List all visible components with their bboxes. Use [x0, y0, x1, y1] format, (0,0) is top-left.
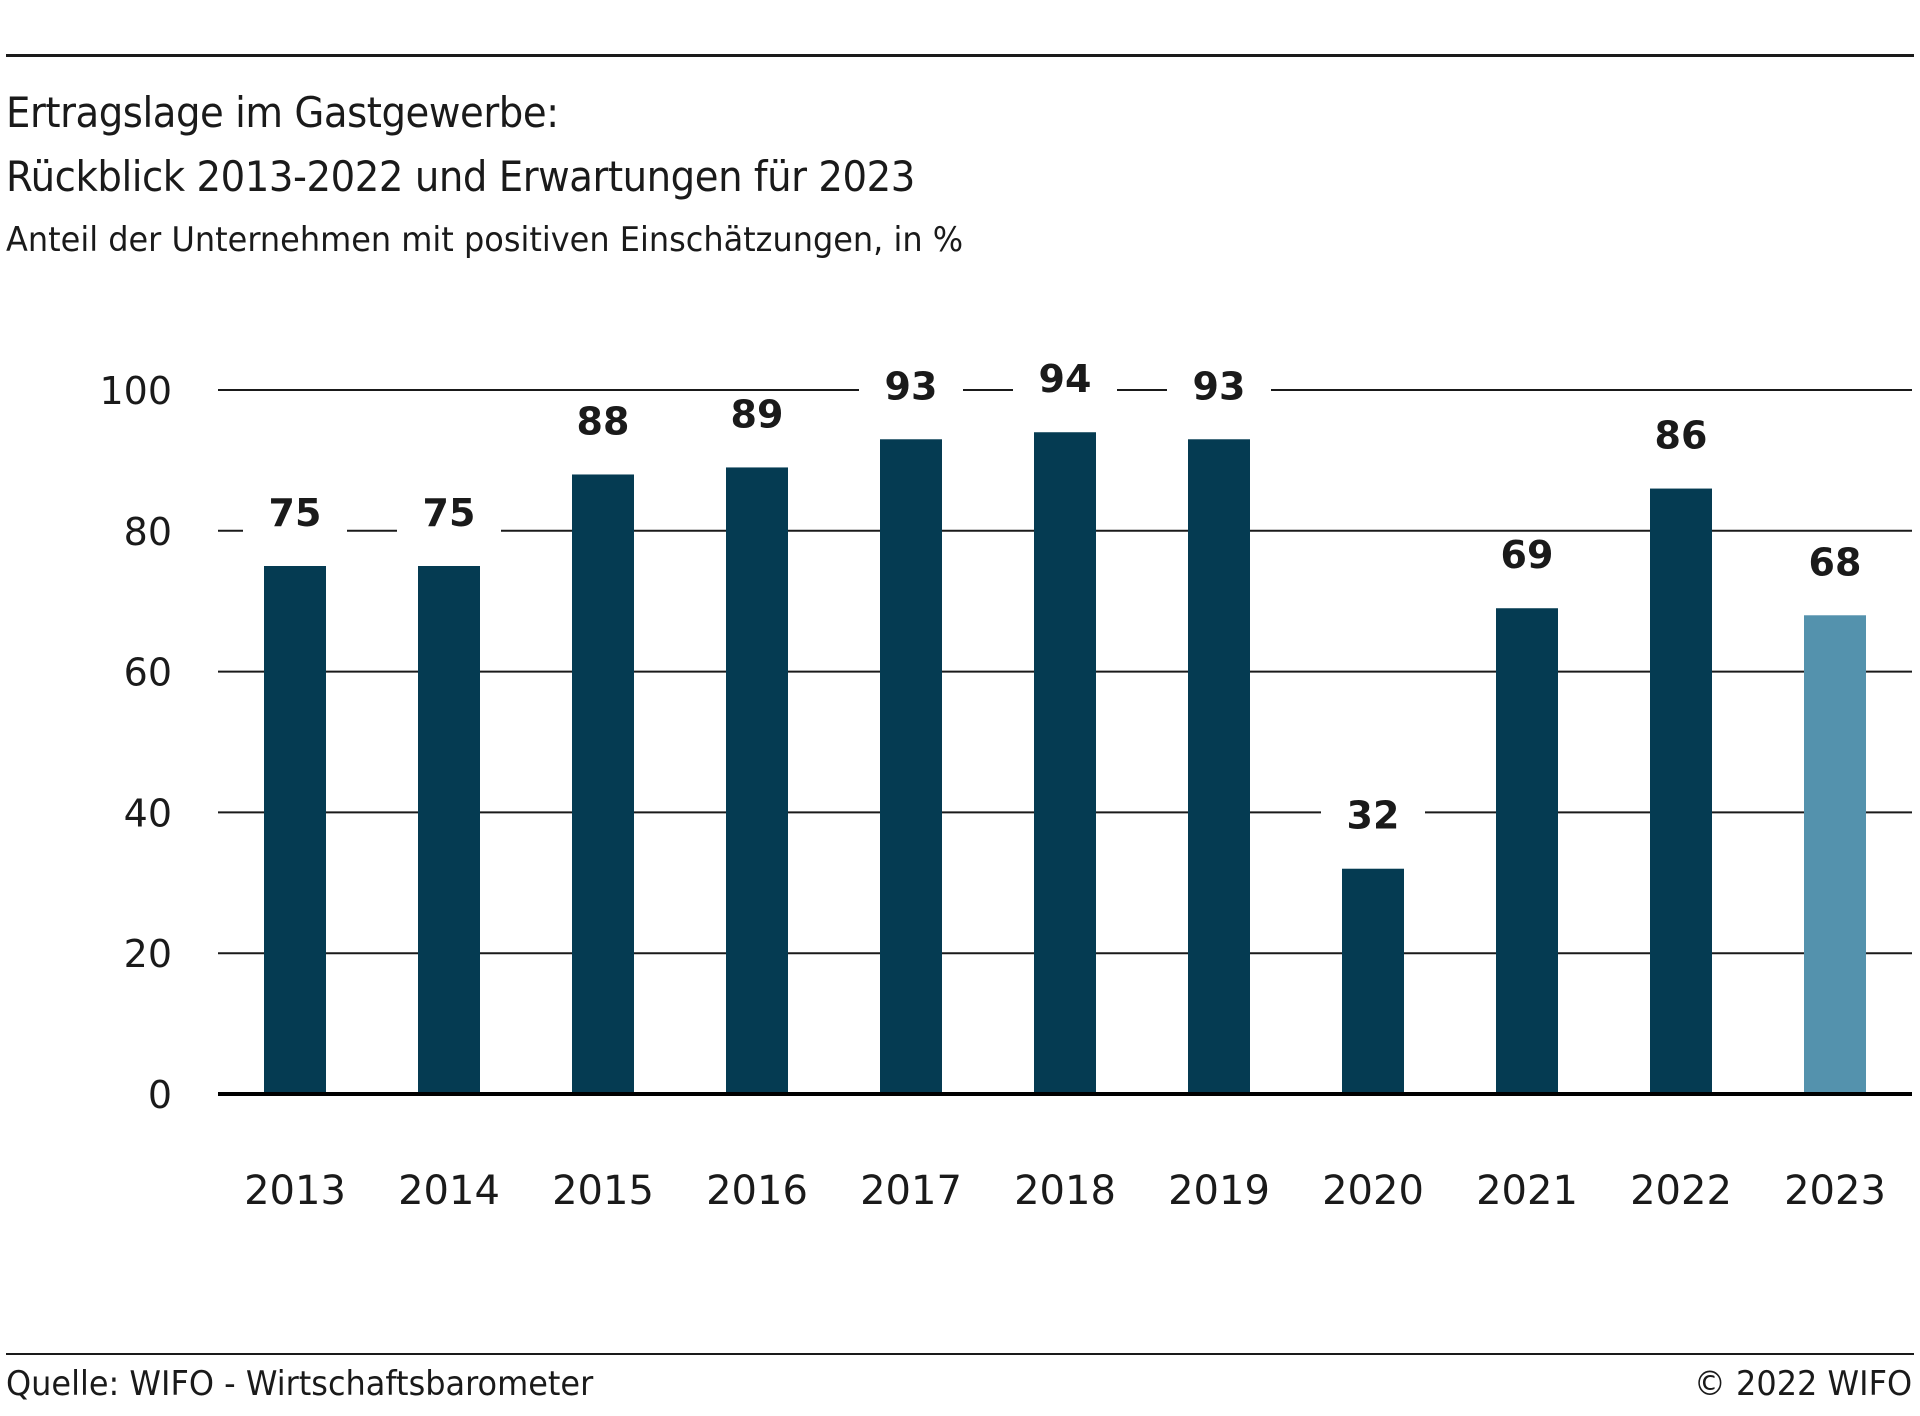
x-tick-label: 2015 — [552, 1168, 654, 1214]
y-tick-label: 40 — [124, 791, 172, 835]
data-label-background — [1629, 416, 1733, 463]
data-label: 68 — [1809, 540, 1862, 584]
data-label: 69 — [1501, 533, 1554, 577]
chart-title-line-2: Rückblick 2013-2022 und Erwartungen für … — [6, 152, 915, 201]
data-label: 75 — [269, 491, 322, 535]
x-tick-label: 2022 — [1630, 1168, 1732, 1214]
y-tick-label: 60 — [124, 651, 172, 695]
data-label-background — [1321, 796, 1425, 843]
bar — [880, 439, 942, 1094]
x-tick-label: 2018 — [1014, 1168, 1116, 1214]
bar — [1650, 488, 1712, 1094]
data-label: 32 — [1347, 794, 1400, 838]
data-label: 86 — [1655, 414, 1708, 458]
data-label-background — [1013, 360, 1117, 407]
x-tick-label: 2023 — [1784, 1168, 1886, 1214]
data-label-background — [1167, 367, 1271, 414]
chart-title-line-1: Ertragslage im Gastgewerbe: — [6, 88, 559, 137]
y-tick-label: 20 — [124, 932, 172, 976]
x-tick-label: 2020 — [1322, 1168, 1424, 1214]
x-tick-label: 2013 — [244, 1168, 346, 1214]
bar — [264, 566, 326, 1094]
bottom-rule — [6, 1353, 1914, 1355]
data-label-background — [1475, 536, 1579, 583]
x-tick-label: 2014 — [398, 1168, 500, 1214]
x-tick-label: 2016 — [706, 1168, 808, 1214]
bar — [1188, 439, 1250, 1094]
copyright-note: © 2022 WIFO — [1693, 1364, 1912, 1404]
data-label-background — [551, 402, 655, 449]
y-tick-label: 100 — [99, 369, 172, 413]
y-tick-label: 0 — [148, 1073, 172, 1117]
bar-chart: 0 20 40 60 80 100 75 2013 75 2014 88 2015 89 2016 93 20… — [99, 357, 1912, 1214]
bar — [572, 474, 634, 1094]
source-note: Quelle: WIFO - Wirtschaftsbarometer — [6, 1364, 594, 1404]
x-tick-label: 2021 — [1476, 1168, 1578, 1214]
bar — [1496, 608, 1558, 1094]
data-label: 94 — [1039, 357, 1092, 401]
data-label: 93 — [885, 364, 938, 408]
x-tick-label: 2019 — [1168, 1168, 1270, 1214]
bar — [726, 467, 788, 1094]
chart-subtitle: Anteil der Unternehmen mit positiven Ein… — [6, 220, 964, 260]
data-label-background — [705, 395, 809, 442]
data-label: 93 — [1193, 364, 1246, 408]
data-label-background — [243, 494, 347, 540]
bar — [418, 566, 480, 1094]
data-label-background — [1783, 543, 1887, 590]
bar — [1804, 615, 1866, 1094]
data-label-background — [397, 494, 501, 540]
x-tick-label: 2017 — [860, 1168, 962, 1214]
top-rule — [6, 54, 1914, 57]
bar — [1342, 868, 1404, 1094]
data-label: 88 — [577, 399, 630, 443]
data-label-background — [859, 367, 963, 414]
data-label: 75 — [423, 491, 476, 535]
y-tick-label: 80 — [124, 510, 172, 554]
data-label: 89 — [731, 392, 784, 436]
bar — [1034, 432, 1096, 1094]
